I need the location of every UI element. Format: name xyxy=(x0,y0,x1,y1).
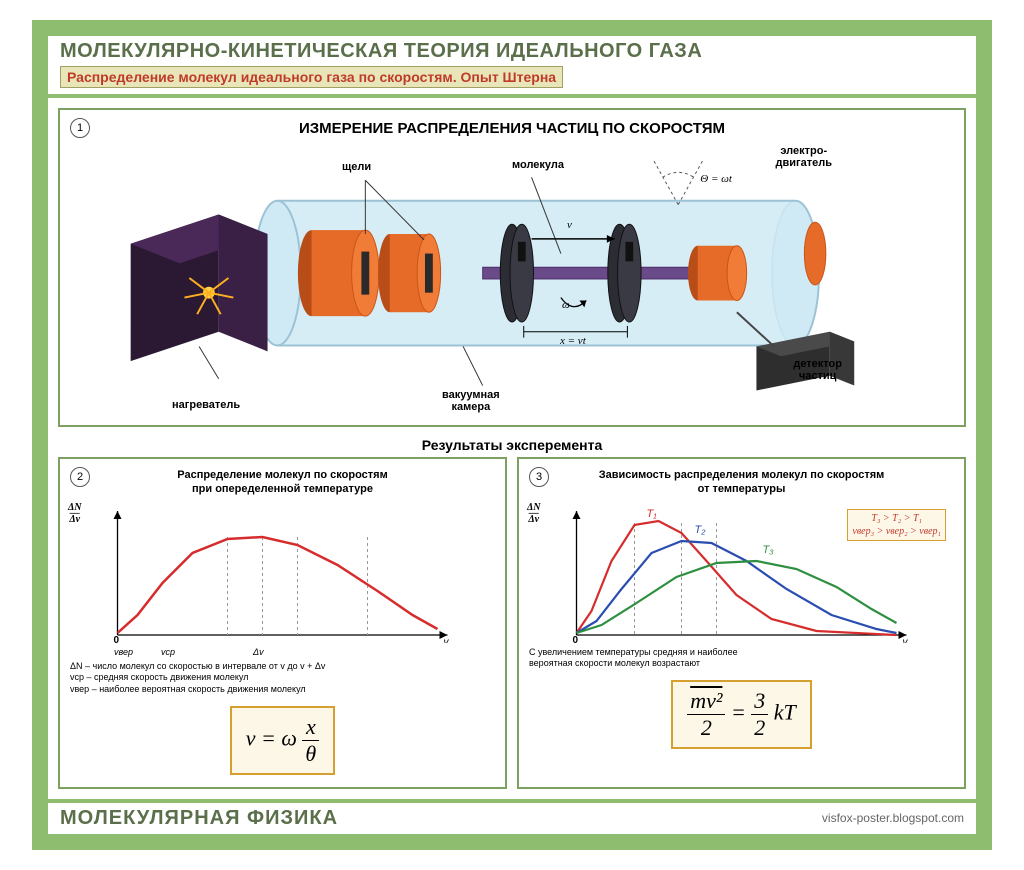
svg-text:0: 0 xyxy=(114,635,120,643)
chart-single: 0 v ΔN — Δv xyxy=(74,503,491,643)
tick-vsr: vср xyxy=(161,647,175,657)
panel2-number: 2 xyxy=(70,467,90,487)
header: МОЛЕКУЛЯРНО-КИНЕТИЧЕСКАЯ ТЕОРИЯ ИДЕАЛЬНО… xyxy=(48,36,976,98)
label-omega: ω xyxy=(562,299,570,311)
results-row: 2 Распределение молекул по скоростям при… xyxy=(58,457,966,789)
apparatus-diagram: щели молекула электро- двигатель Θ = ωt … xyxy=(72,143,952,413)
tick-vver: vвер xyxy=(114,647,133,657)
svg-text:T₂: T₂ xyxy=(695,524,707,536)
theta-wedge xyxy=(654,161,703,205)
svg-text:T₁: T₁ xyxy=(647,508,658,520)
label-x: x = vt xyxy=(560,335,586,347)
inequality-box: T₃ > T₂ > T₁ vвер₃ > vвер₂ > vвер₁ xyxy=(847,509,946,541)
panel1-title: ИЗМЕРЕНИЕ РАСПРЕДЕЛЕНИЯ ЧАСТИЦ ПО СКОРОС… xyxy=(72,120,952,137)
panel2-title: Распределение молекул по скоростям при о… xyxy=(70,469,495,497)
chart-multi: 0 v T₁ T₂ T₃ ΔN — Δv T₃ > T₂ > T₁ vвер₃ … xyxy=(533,503,950,643)
svg-text:T₃: T₃ xyxy=(763,544,775,556)
chart2-legend: ΔN – число молекул со скоростью в интерв… xyxy=(70,661,495,696)
tick-dv: Δv xyxy=(253,647,264,657)
legend-line-1: ΔN – число молекул со скоростью в интерв… xyxy=(70,661,495,673)
panel1-number: 1 xyxy=(70,118,90,138)
label-theta: Θ = ωt xyxy=(700,173,732,185)
label-chamber: вакуумная камера xyxy=(442,389,500,413)
label-motor: электро- двигатель xyxy=(776,145,832,169)
slit-cylinders-icon xyxy=(298,230,441,316)
svg-text:0: 0 xyxy=(573,635,579,643)
svg-text:v: v xyxy=(903,637,909,643)
panel-single-temp: 2 Распределение молекул по скоростям при… xyxy=(58,457,507,789)
footer: МОЛЕКУЛЯРНАЯ ФИЗИКА visfox-poster.blogsp… xyxy=(48,799,976,834)
svg-text:v: v xyxy=(444,637,450,643)
subtitle: Распределение молекул идеального газа по… xyxy=(60,66,563,88)
panel3-number: 3 xyxy=(529,467,549,487)
ineq-line-2: vвер₃ > vвер₂ > vвер₁ xyxy=(852,525,941,538)
body: 1 ИЗМЕРЕНИЕ РАСПРЕДЕЛЕНИЯ ЧАСТИЦ ПО СКОР… xyxy=(48,98,976,799)
formula-velocity: v = ω xθ xyxy=(230,706,335,775)
panel3-title: Зависимость распределения молекул по ско… xyxy=(529,469,954,497)
legend-line-2: vср – средняя скорость движения молекул xyxy=(70,672,495,684)
chart3-yaxis: ΔN — Δv xyxy=(527,505,541,523)
legend-line-3: vвер – наиболее вероятная скорость движе… xyxy=(70,684,495,696)
footer-title: МОЛЕКУЛЯРНАЯ ФИЗИКА xyxy=(60,807,338,830)
label-detector: детектор частиц xyxy=(793,358,842,382)
panel-multi-temp: 3 Зависимость распределения молекул по с… xyxy=(517,457,966,789)
chart2-yaxis: ΔN — Δv xyxy=(68,505,82,523)
main-title: МОЛЕКУЛЯРНО-КИНЕТИЧЕСКАЯ ТЕОРИЯ ИДЕАЛЬНО… xyxy=(60,40,964,63)
footer-link: visfox-poster.blogspot.com xyxy=(822,811,964,825)
label-heater: нагреватель xyxy=(172,399,240,411)
heater-icon xyxy=(131,214,268,361)
poster-frame: МОЛЕКУЛЯРНО-КИНЕТИЧЕСКАЯ ТЕОРИЯ ИДЕАЛЬНО… xyxy=(32,20,992,850)
formula-energy: mv²2 = 32 kT xyxy=(671,680,812,749)
ineq-line-1: T₃ > T₂ > T₁ xyxy=(852,512,941,525)
label-slits: щели xyxy=(342,161,371,173)
panel-apparatus: 1 ИЗМЕРЕНИЕ РАСПРЕДЕЛЕНИЯ ЧАСТИЦ ПО СКОР… xyxy=(58,108,966,427)
chart3-caption: С увеличением температуры средняя и наиб… xyxy=(529,647,954,670)
label-v: v⃗ xyxy=(567,219,580,231)
label-molecule: молекула xyxy=(512,159,564,171)
chart2-svg: 0 v xyxy=(74,503,491,643)
results-header: Результаты эксперемента xyxy=(58,437,966,453)
